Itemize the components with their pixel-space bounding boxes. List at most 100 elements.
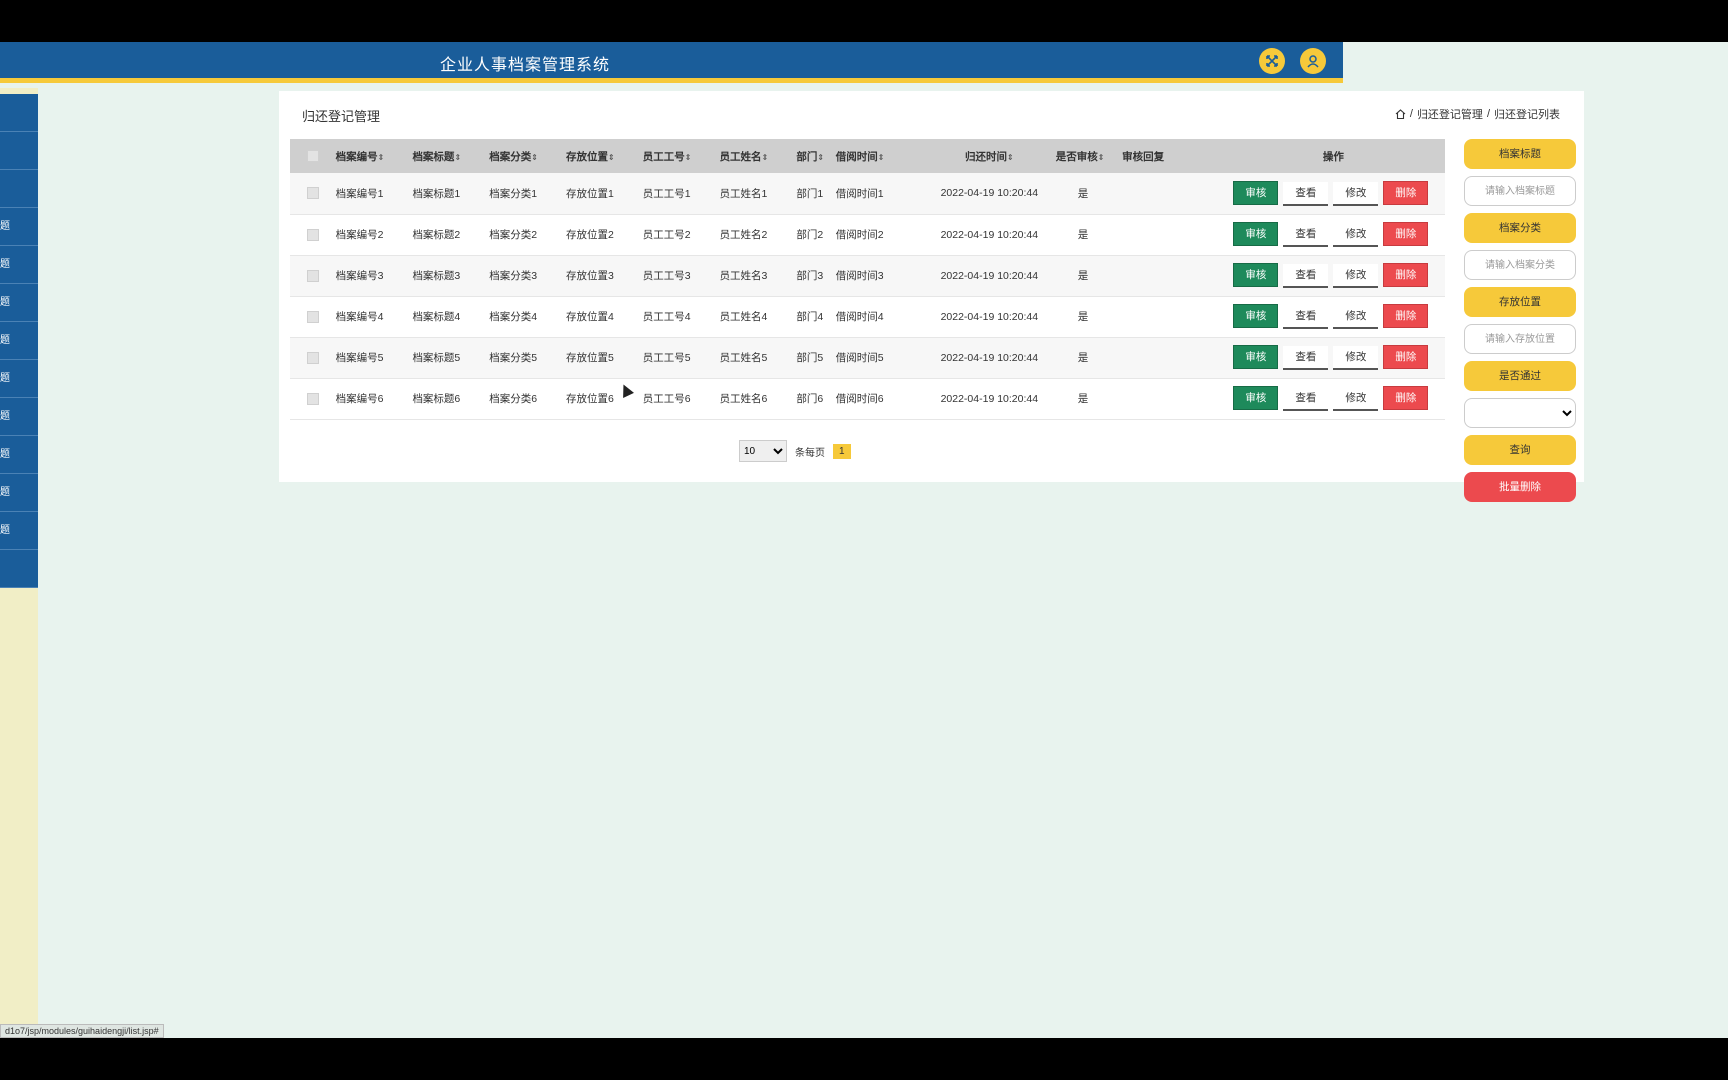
table-cell: 存放位置2: [566, 229, 614, 241]
column-header-label: 归还时间: [964, 150, 1007, 163]
sort-icon[interactable]: ⇕: [1006, 152, 1014, 162]
breadcrumb-separator: /: [1409, 108, 1413, 120]
location-search-input[interactable]: [1464, 324, 1576, 354]
sidebar-item[interactable]: 题: [0, 360, 38, 398]
column-header[interactable]: 员工姓名⇕: [720, 139, 797, 173]
pagination: 10 条每页 1: [739, 440, 851, 462]
view-button[interactable]: 查看: [1283, 305, 1329, 329]
sidebar-item[interactable]: 题: [0, 398, 38, 436]
table-cell: 员工工号3: [642, 270, 691, 282]
sidebar-item[interactable]: 题: [0, 208, 38, 246]
column-header[interactable]: 员工工号⇕: [643, 139, 720, 173]
table-cell: 档案分类1: [489, 187, 538, 200]
column-header: 操作: [1222, 139, 1445, 173]
view-button[interactable]: 查看: [1283, 346, 1329, 370]
audit-button[interactable]: 审核: [1233, 222, 1279, 246]
table-row: 档案编号6 档案标题6 档案分类6 存放位置6 员工工号6 员工姓名6 部门6 借阅时间6 20…: [290, 378, 1445, 419]
column-header-label: 操作: [1322, 150, 1344, 163]
category-search-input[interactable]: [1464, 250, 1576, 280]
view-button[interactable]: 查看: [1283, 387, 1329, 411]
sort-icon[interactable]: ⇕: [454, 152, 462, 162]
sidebar-item[interactable]: 题: [0, 436, 38, 474]
view-button[interactable]: 查看: [1283, 181, 1329, 206]
audit-button[interactable]: 审核: [1233, 304, 1279, 328]
edit-button[interactable]: 修改: [1333, 181, 1379, 206]
batch-delete-button[interactable]: 批量删除: [1464, 472, 1576, 502]
sidebar-item[interactable]: 题: [0, 284, 38, 322]
delete-button[interactable]: 删除: [1383, 304, 1429, 328]
table-cell: 员工姓名2: [719, 229, 768, 241]
view-button[interactable]: 查看: [1283, 223, 1329, 247]
edit-button[interactable]: 修改: [1333, 387, 1379, 411]
column-header[interactable]: 是否审核⇕: [1056, 139, 1122, 173]
column-header-label: 档案分类: [489, 150, 532, 163]
table-row: 档案编号1 档案标题1 档案分类1 存放位置1 员工工号1 员工姓名1 部门1 借阅时间1 20…: [290, 173, 1445, 214]
page-number-1[interactable]: 1: [833, 443, 851, 459]
sort-icon[interactable]: ⇕: [761, 152, 769, 162]
sidebar-item[interactable]: [0, 132, 38, 170]
sidebar-item[interactable]: [0, 94, 38, 132]
row-checkbox[interactable]: [306, 351, 319, 364]
sidebar-item[interactable]: 题: [0, 512, 38, 550]
edit-button[interactable]: 修改: [1333, 305, 1379, 329]
sidebar-item[interactable]: 题: [0, 322, 38, 360]
sort-icon[interactable]: ⇕: [817, 152, 825, 162]
fullscreen-button[interactable]: [1259, 48, 1285, 74]
table-cell: 2022-04-19 10:20:44: [940, 351, 1039, 364]
row-select-cell: [290, 173, 336, 214]
table-cell: 员工工号1: [642, 187, 691, 200]
user-menu-button[interactable]: [1300, 48, 1326, 74]
sort-icon[interactable]: ⇕: [877, 152, 885, 162]
row-checkbox[interactable]: [306, 228, 319, 241]
browser-viewport: 企业人事档案管理系统 题题题题题题题题题 归还登记管理 / 归还登记管理 / 归…: [0, 42, 1728, 1038]
select-all-checkbox[interactable]: [306, 150, 319, 163]
user-icon: [1307, 55, 1319, 68]
row-select-cell: [290, 214, 336, 255]
column-header[interactable]: 存放位置⇕: [566, 139, 643, 173]
column-header[interactable]: 部门⇕: [796, 139, 835, 173]
row-checkbox[interactable]: [306, 392, 319, 405]
row-checkbox[interactable]: [306, 269, 319, 282]
audit-button[interactable]: 审核: [1233, 180, 1279, 205]
sidebar-item[interactable]: 题: [0, 246, 38, 284]
sort-icon[interactable]: ⇕: [1097, 152, 1105, 162]
table-row: 档案编号3 档案标题3 档案分类3 存放位置3 员工工号3 员工姓名3 部门3 借阅时间3 20…: [290, 255, 1445, 296]
sidebar-item[interactable]: 题: [0, 474, 38, 512]
audit-button[interactable]: 审核: [1233, 263, 1279, 287]
delete-button[interactable]: 删除: [1383, 180, 1429, 205]
audit-button[interactable]: 审核: [1233, 345, 1279, 369]
column-header[interactable]: 借阅时间⇕: [836, 139, 923, 173]
delete-button[interactable]: 删除: [1383, 386, 1429, 410]
passed-select[interactable]: [1464, 398, 1576, 428]
home-icon[interactable]: [1395, 109, 1406, 119]
row-checkbox[interactable]: [306, 310, 319, 323]
column-header[interactable]: 归还时间⇕: [923, 139, 1056, 173]
breadcrumb-item-manage[interactable]: 归还登记管理: [1416, 109, 1483, 121]
category-label: 档案分类: [1464, 213, 1576, 243]
view-button[interactable]: 查看: [1283, 264, 1329, 288]
sidebar-item[interactable]: [0, 170, 38, 208]
table-cell: 部门4: [796, 311, 824, 323]
sort-icon[interactable]: ⇕: [608, 152, 615, 162]
delete-button[interactable]: 删除: [1383, 263, 1429, 287]
column-header-label: 档案标题: [412, 150, 455, 163]
sort-icon[interactable]: ⇕: [684, 152, 692, 162]
title-search-input[interactable]: [1464, 176, 1576, 206]
sort-icon[interactable]: ⇕: [531, 152, 538, 162]
edit-button[interactable]: 修改: [1333, 346, 1379, 370]
audit-button[interactable]: 审核: [1233, 386, 1279, 410]
table-cell: [1122, 337, 1222, 378]
query-button[interactable]: 查询: [1464, 435, 1576, 465]
sidebar-item[interactable]: [0, 550, 38, 588]
page-size-select[interactable]: 10: [739, 440, 787, 462]
row-checkbox[interactable]: [306, 187, 319, 200]
delete-button[interactable]: 删除: [1383, 345, 1429, 369]
delete-button[interactable]: 删除: [1383, 222, 1429, 246]
passed-label: 是否通过: [1464, 361, 1576, 391]
column-header[interactable]: 档案标题⇕: [412, 139, 489, 173]
edit-button[interactable]: 修改: [1333, 223, 1379, 247]
edit-button[interactable]: 修改: [1333, 264, 1379, 288]
column-header[interactable]: 档案编号⇕: [336, 139, 413, 173]
sort-icon[interactable]: ⇕: [377, 152, 385, 162]
column-header[interactable]: 档案分类⇕: [489, 139, 566, 173]
